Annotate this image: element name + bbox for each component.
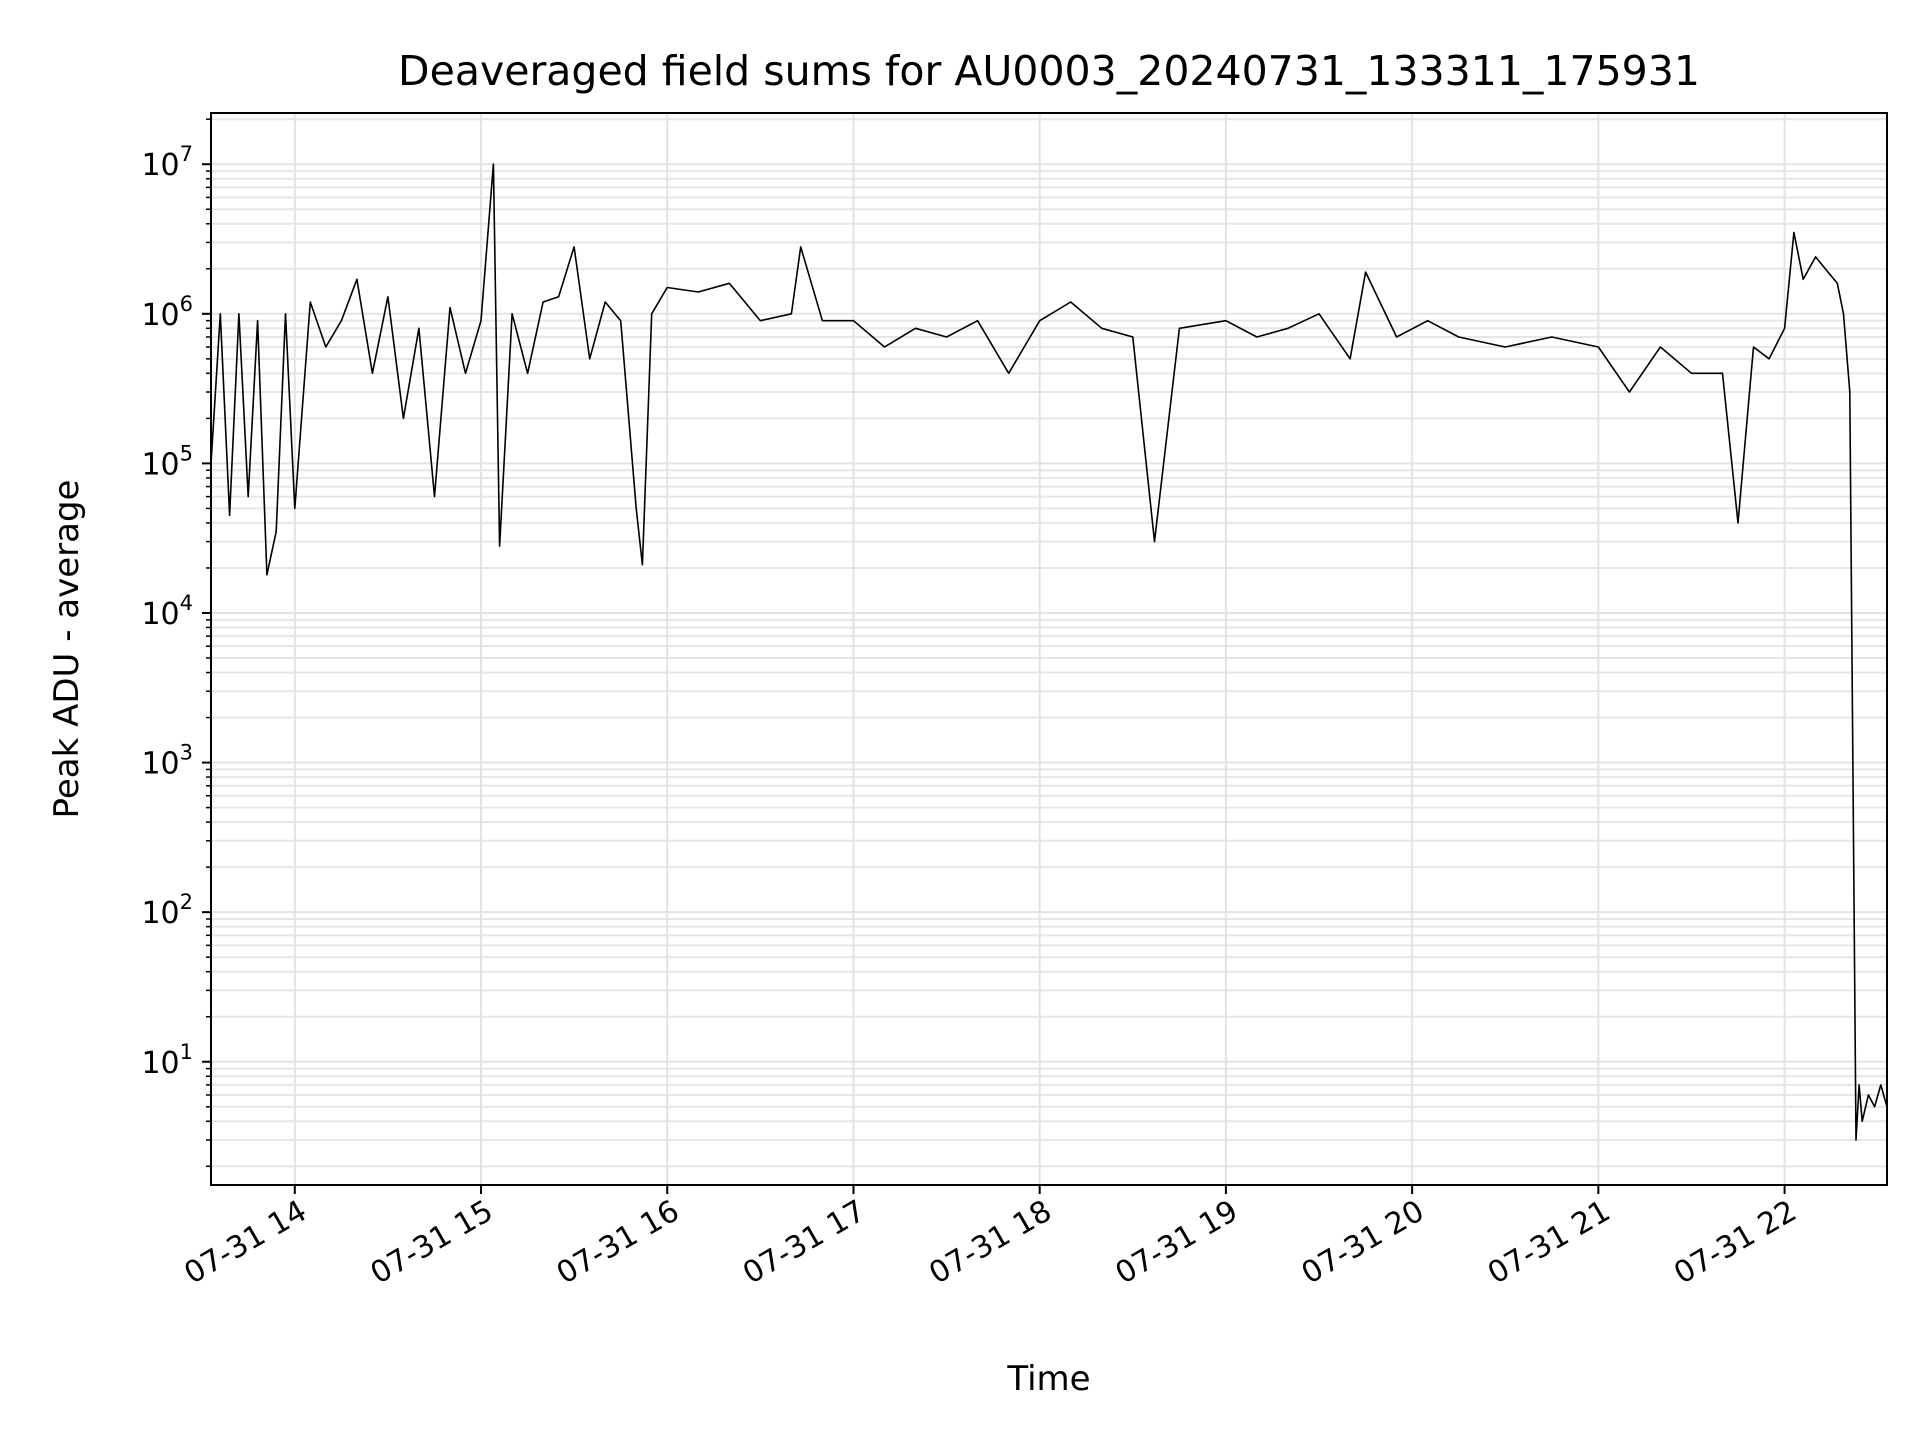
y-tick-label: 104 — [141, 591, 193, 632]
y-axis-label: Peak ADU - average — [47, 480, 87, 819]
grid — [211, 113, 1887, 1185]
x-axis-label: Time — [1006, 1359, 1090, 1399]
plot-frame — [210, 112, 1888, 1186]
y-tick-label: 103 — [141, 741, 193, 782]
y-tick-label: 101 — [141, 1040, 193, 1081]
y-tick-label: 105 — [141, 441, 193, 482]
chart-title: Deaveraged field sums for AU0003_2024073… — [398, 47, 1700, 95]
y-tick-label: 102 — [141, 890, 193, 931]
series-line — [210, 163, 1888, 1141]
y-tick-label: 107 — [141, 142, 193, 183]
y-tick-label: 106 — [141, 292, 193, 333]
series-layer — [210, 163, 1888, 1141]
